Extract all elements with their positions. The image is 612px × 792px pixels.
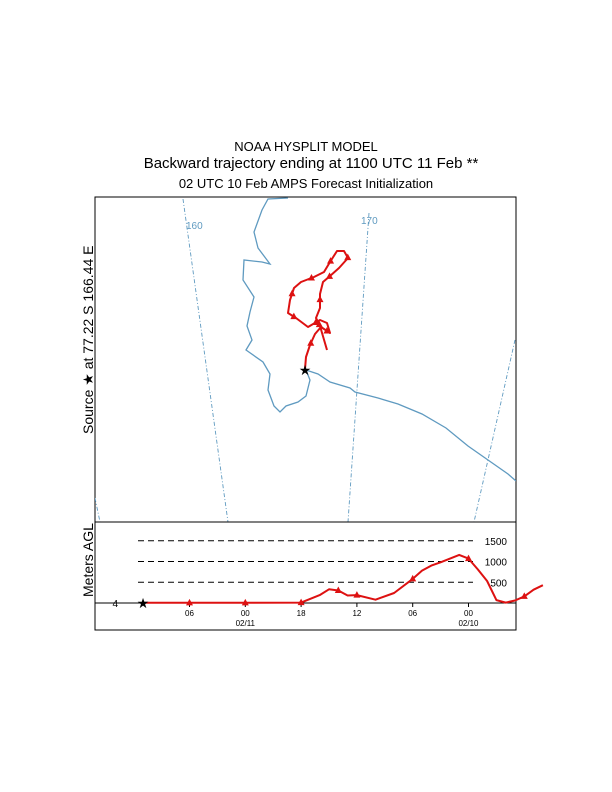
trajectory-map-marker (315, 320, 323, 328)
chart-title: NOAA HYSPLIT MODEL (234, 139, 378, 154)
meridian-180-line (473, 339, 516, 522)
meridian-160-line (182, 198, 229, 522)
height-trajectory-marker (353, 591, 361, 598)
trajectory-map-marker (312, 318, 320, 325)
trajectory-map-marker (288, 289, 296, 297)
height-x-tick-label: 00 (241, 609, 250, 618)
meridian-label-160: 160 (186, 221, 203, 232)
trajectory-map-marker (316, 295, 324, 303)
height-x-tick-label: 12 (352, 609, 361, 618)
trajectory-map-marker (326, 272, 334, 279)
trajectory-map-markers (288, 253, 352, 346)
chart-subtitle: Backward trajectory ending at 1100 UTC 1… (143, 155, 479, 172)
trajectory-map-marker (307, 273, 315, 281)
meridian-170-line (347, 212, 370, 522)
trajectory-map-marker (344, 253, 352, 261)
meridian-label-170: 170 (361, 216, 378, 227)
height-trajectory-marker (520, 592, 528, 599)
source-star-icon: ★ (299, 363, 312, 379)
start-height-label: 4 (112, 599, 118, 610)
height-panel-frame (94, 521, 517, 631)
height-x-tick-label: 06 (408, 609, 417, 618)
height-x-tick-label: 06 (185, 609, 194, 618)
chart-initialization-line: 02 UTC 10 Feb AMPS Forecast Initializati… (178, 176, 434, 191)
height-trajectory-marker (409, 574, 417, 582)
height-reference-label: 500 (490, 578, 507, 589)
height-trajectory-marker (186, 598, 193, 606)
coastline (242, 197, 516, 482)
trajectory-map-line (287, 250, 349, 370)
height-x-date-label: 02/11 (236, 619, 256, 628)
height-trajectory-marker (334, 586, 342, 594)
map-y-axis-label: Source ★ at 77.22 S 166.44 E (80, 245, 96, 434)
trajectory-map-marker (327, 257, 335, 264)
trajectory-map-marker (323, 326, 331, 334)
height-reference-label: 1500 (485, 537, 508, 548)
height-trajectory-marker (465, 554, 472, 562)
height-source-star-icon: ★ (137, 596, 150, 612)
height-trajectory-marker (241, 598, 249, 606)
trajectory-map-marker (290, 312, 298, 320)
height-reference-label: 1000 (485, 558, 508, 569)
meridian-150-line (95, 497, 101, 522)
height-y-axis-label: Meters AGL (80, 523, 96, 597)
height-trajectory-marker (297, 598, 305, 606)
height-trajectory-markers (186, 554, 528, 606)
height-trajectory-line (143, 553, 544, 604)
height-x-tick-label: 00 (464, 609, 473, 618)
height-x-tick-label: 18 (297, 609, 306, 618)
height-reference-lines: 1500 1000 500 (138, 537, 508, 589)
height-x-date-label: 02/10 (458, 619, 479, 628)
trajectory-map-marker (307, 339, 315, 346)
